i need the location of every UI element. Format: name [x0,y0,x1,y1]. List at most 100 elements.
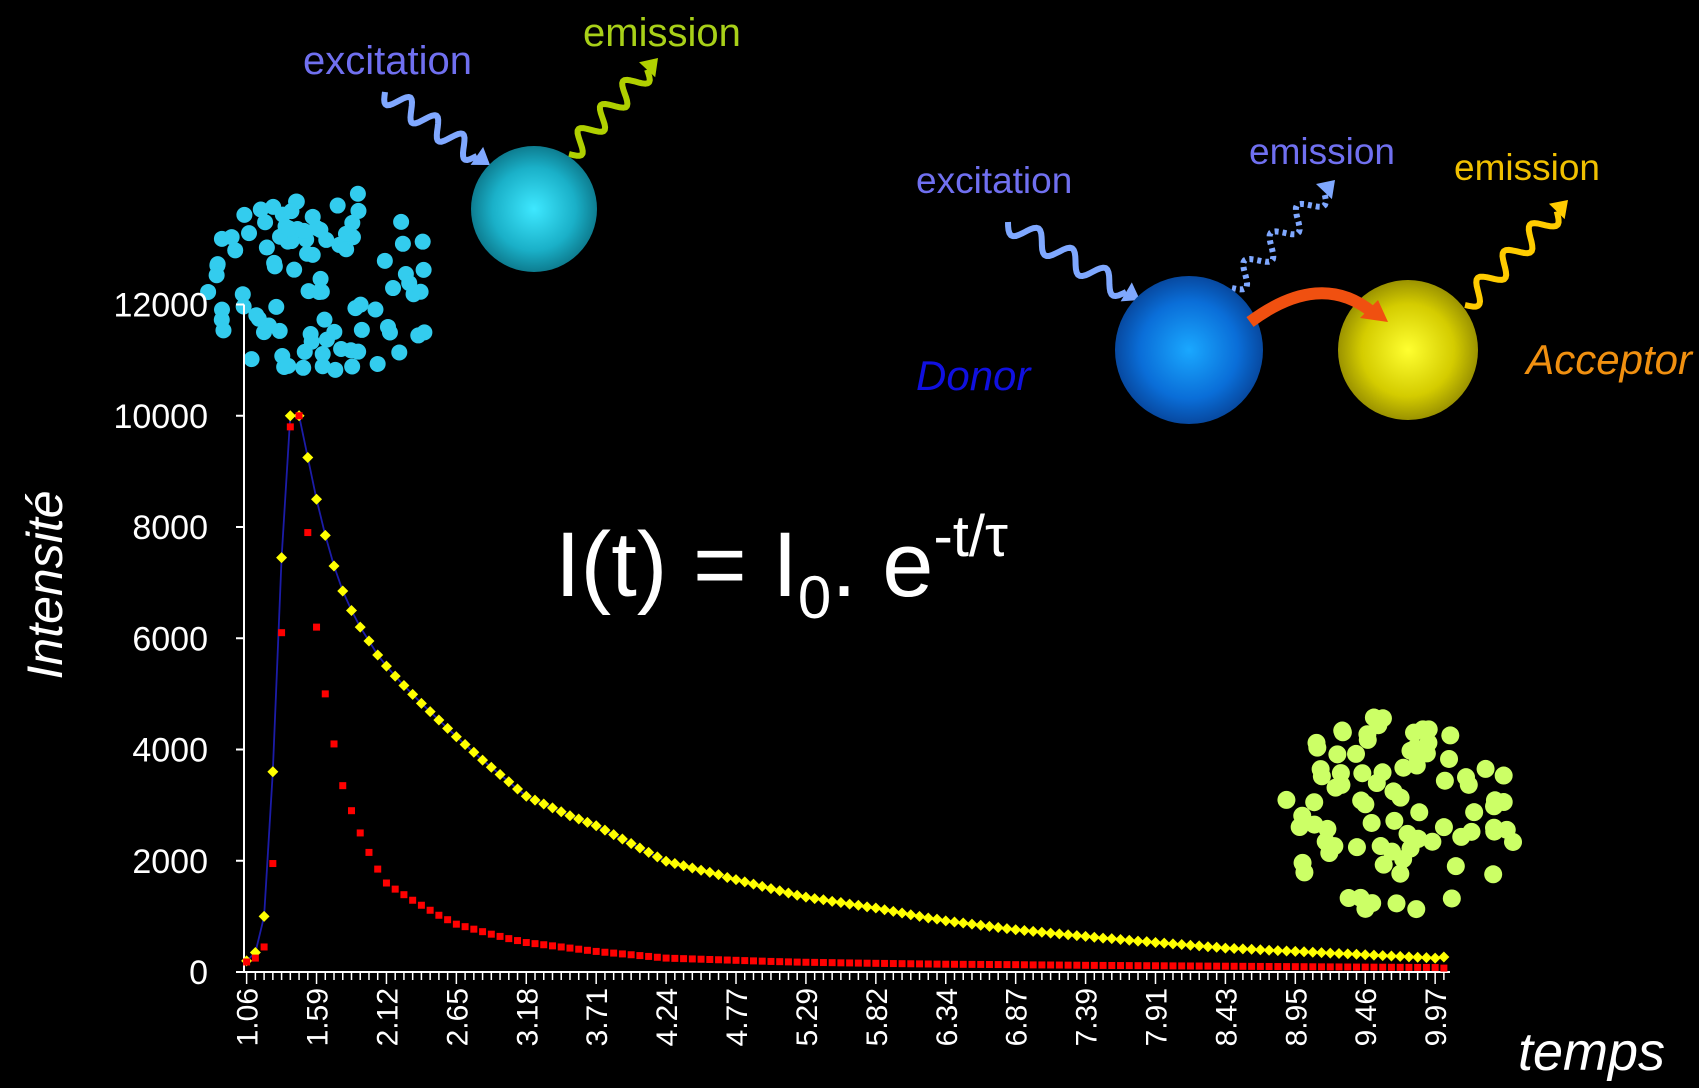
point [968,961,975,968]
dot [333,341,349,357]
point [1362,964,1369,971]
point [1091,962,1098,969]
point [575,946,582,953]
point [809,893,820,904]
wavy-arrow [1008,222,1126,296]
point [1336,963,1343,970]
point [1266,963,1273,970]
point [1204,963,1211,970]
point [750,957,757,964]
point [601,949,608,956]
point [1248,963,1255,970]
x-tick-label: 7.91 [1140,988,1173,1046]
point [724,957,731,964]
dot [1410,803,1428,821]
point [934,961,941,968]
point [706,956,713,963]
equation-superscript: -t/τ [933,504,1008,569]
point [628,951,635,958]
point [1030,961,1037,968]
dot [1313,767,1331,785]
x-tick-label: 7.39 [1071,988,1104,1046]
x-tick-label: 3.71 [581,988,614,1046]
excitation-label: excitation [303,39,472,83]
point [355,622,366,633]
point [1318,963,1325,970]
wavy-arrow [1465,211,1559,306]
equation: I(t) = I0. e-t/τ [555,504,1008,631]
point [462,923,469,930]
dot [1477,760,1495,778]
point [1100,962,1107,969]
point [844,899,855,910]
wavy-arrow [1232,192,1326,290]
point [1047,961,1054,968]
point [993,922,1004,933]
point [698,956,705,963]
dot [214,302,230,318]
equation-subscript: 0 [798,564,831,631]
point [1213,963,1220,970]
dot [1485,797,1503,815]
point [1038,961,1045,968]
point [1143,962,1150,969]
point [610,950,617,957]
dot [382,325,398,341]
x-tick-label: 8.95 [1280,988,1313,1046]
x-tick-label: 6.87 [1001,988,1034,1046]
point [1065,962,1072,969]
point [1194,940,1205,951]
dot [236,207,252,223]
point [984,921,995,932]
series-line [247,416,1444,961]
dot [1369,716,1387,734]
point [916,960,923,967]
point [713,869,724,880]
dot [1305,793,1323,811]
y-tick-label: 10000 [113,398,208,436]
dot [1465,803,1483,821]
point [1028,926,1039,937]
point [1196,963,1203,970]
dot [393,214,409,230]
point [1239,963,1246,970]
dot [330,198,346,214]
point [689,955,696,962]
y-tick-label: 6000 [132,620,208,658]
dot [209,267,225,283]
point [739,876,750,887]
point [514,937,521,944]
point [1106,933,1117,944]
dot [280,358,296,374]
dot [1328,745,1346,763]
point [846,959,853,966]
point [1071,930,1082,941]
point [1397,964,1404,971]
point [1003,961,1010,968]
point [383,880,390,887]
point [269,860,276,867]
point [636,952,643,959]
point [1141,936,1152,947]
page: excitation emission excitation emission … [0,0,1699,1088]
point [470,926,477,933]
point [363,636,374,647]
point [1036,927,1047,938]
dot [1372,837,1390,855]
dot [1277,791,1295,809]
point [339,782,346,789]
point [1370,964,1377,971]
point [296,412,303,419]
point [453,921,460,928]
point [278,629,285,636]
point [1063,929,1074,940]
point [523,939,530,946]
point [566,945,573,952]
point [267,766,278,777]
point [1222,963,1229,970]
dot [1320,844,1338,862]
dot [1436,772,1454,790]
point [409,897,416,904]
equation-main: I(t) = I [555,514,798,616]
x-tick-label: 4.77 [721,988,754,1046]
